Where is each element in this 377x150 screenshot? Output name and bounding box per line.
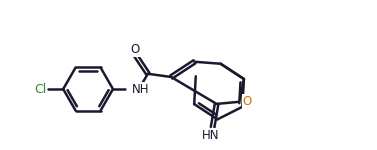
Text: NH: NH xyxy=(132,82,149,96)
Text: Cl: Cl xyxy=(34,82,46,96)
Text: HN: HN xyxy=(202,129,219,142)
Text: O: O xyxy=(130,43,140,56)
Text: O: O xyxy=(242,95,252,108)
